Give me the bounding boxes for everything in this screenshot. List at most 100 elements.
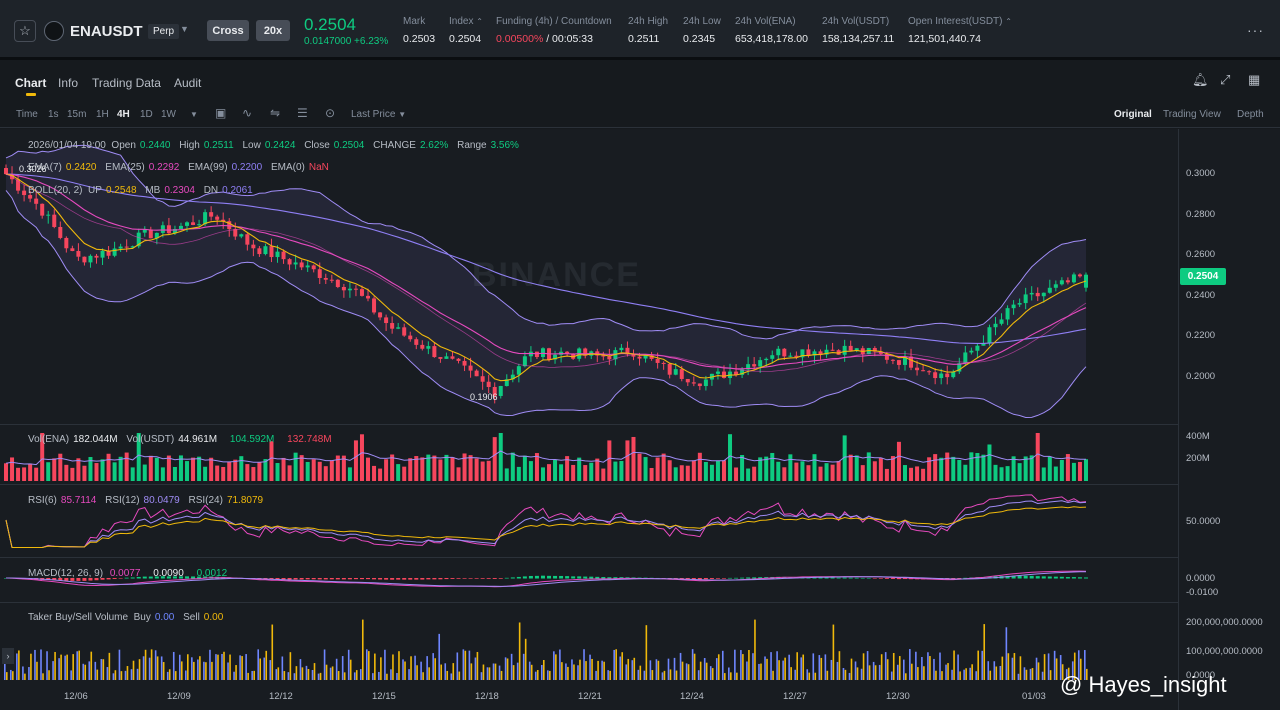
macd-histogram-bar	[1065, 577, 1070, 579]
candle-body	[565, 351, 570, 354]
chevron-down-icon[interactable]: ▼	[180, 24, 189, 34]
chevron-down-icon: ▼	[398, 110, 407, 119]
price-tick: 0.2200	[1186, 330, 1216, 341]
drawing-icon[interactable]: ⊙	[325, 106, 336, 120]
taker-sell-bar	[995, 666, 998, 680]
symbol-name[interactable]: ENAUSDT	[70, 23, 143, 40]
volume-bar	[396, 464, 401, 481]
macd-histogram-bar	[709, 578, 714, 579]
interval-15m[interactable]: 15m	[67, 109, 87, 120]
compare-icon[interactable]: ⇋	[270, 106, 281, 120]
macd-histogram-bar	[1011, 575, 1016, 579]
interval-1w[interactable]: 1W	[161, 109, 176, 120]
taker-sell-bar	[36, 661, 38, 680]
macd-histogram-bar	[528, 575, 533, 579]
view-depth[interactable]: Depth	[1237, 109, 1264, 120]
macd-histogram-bar	[896, 578, 901, 580]
candle-body	[257, 248, 262, 255]
view-tradingview[interactable]: Trading View	[1163, 109, 1221, 120]
info-icon[interactable]: ⌃	[476, 17, 483, 26]
taker-sell-bar	[150, 649, 153, 680]
taker-buy-bar	[299, 659, 302, 680]
volume-bar	[112, 462, 117, 481]
taker-sell-bar	[440, 664, 443, 680]
taker-buy-bar	[450, 673, 453, 680]
volume-bar	[691, 460, 696, 481]
settings-icon[interactable]: ☰	[297, 106, 308, 120]
macd-histogram-bar	[378, 578, 383, 580]
calendar-icon[interactable]: ▣	[215, 106, 227, 120]
macd-histogram-bar	[311, 578, 316, 580]
date-tick: 12/18	[475, 691, 499, 702]
macd-histogram-bar	[697, 578, 702, 580]
taker-sell-bar	[561, 662, 563, 680]
candle-body	[197, 224, 202, 226]
interval-1h[interactable]: 1H	[96, 109, 109, 120]
candle-body	[794, 355, 799, 358]
bell-icon[interactable]: 🔔︎	[1192, 72, 1209, 87]
tab-audit[interactable]: Audit	[174, 76, 202, 90]
fullscreen-icon[interactable]: ⤢	[1220, 72, 1231, 87]
taker-buy-bar	[896, 664, 899, 680]
taker-sell-bar	[633, 657, 636, 680]
layout-grid-icon[interactable]: ▦	[1248, 72, 1261, 87]
taker-sell-bar	[337, 671, 340, 680]
price-source-select[interactable]: Last Price ▼	[351, 109, 406, 120]
mark-price-stat: Mark 0.2503	[403, 16, 435, 45]
interval-1s[interactable]: 1s	[48, 109, 59, 120]
taker-buy-bar	[88, 661, 91, 680]
taker-buy-bar	[130, 669, 133, 680]
macd-histogram-bar	[58, 578, 63, 581]
taker-sell-bar	[856, 667, 859, 680]
taker-buy-bar	[1059, 655, 1062, 680]
candle-body	[172, 228, 177, 234]
collapse-arrow-icon[interactable]: ›	[2, 648, 14, 664]
leverage-button[interactable]: 20x	[256, 20, 290, 41]
macd-histogram-bar	[746, 577, 751, 579]
taker-buy-bar	[106, 667, 109, 680]
candle-body	[335, 279, 340, 287]
macd-histogram-bar	[426, 578, 431, 580]
taker-buy-bar	[963, 669, 965, 680]
candle-body	[1011, 304, 1016, 309]
rsi12-value: 80.0479	[143, 495, 180, 506]
taker-sell-bar	[651, 670, 654, 680]
more-options-icon[interactable]: ···	[1247, 22, 1264, 38]
view-original[interactable]: Original	[1114, 109, 1152, 120]
interval-4h[interactable]: 4H	[117, 109, 130, 120]
macd-histogram-bar	[323, 578, 328, 580]
macd-histogram-bar	[758, 577, 763, 579]
macd-histogram-bar	[1084, 577, 1088, 579]
taker-sell-bar	[343, 672, 346, 680]
interval-1d[interactable]: 1D	[140, 109, 153, 120]
volume-bar	[848, 454, 853, 481]
taker-buy-bar	[902, 659, 905, 680]
tab-chart[interactable]: Chart	[15, 76, 47, 90]
taker-buy-bar	[872, 661, 875, 680]
interval-dropdown-icon[interactable]: ▼	[190, 110, 198, 119]
taker-buy-bar	[715, 658, 718, 680]
taker-buy-bar	[534, 671, 537, 680]
macd-histogram-bar	[353, 578, 358, 580]
macd-histogram-bar	[359, 578, 364, 580]
tab-info[interactable]: Info	[58, 76, 79, 90]
favorite-star-icon[interactable]: ☆	[14, 20, 36, 42]
volume-bar	[909, 467, 914, 481]
info-icon[interactable]: ⌃	[1005, 17, 1012, 26]
tab-trading-data[interactable]: Trading Data	[92, 76, 161, 90]
macd-histogram-bar	[547, 575, 552, 579]
taker-sell-bar	[657, 660, 660, 680]
macd-histogram-bar	[583, 576, 588, 579]
taker-sell-value: 0.00	[203, 612, 224, 623]
volume-bar	[209, 457, 214, 481]
volume-bar	[16, 467, 21, 481]
macd-histogram-bar	[818, 577, 823, 579]
volume-bar	[601, 468, 606, 481]
taker-sell-bar	[422, 672, 424, 680]
indicators-icon[interactable]: ∿	[242, 106, 253, 120]
margin-mode-button[interactable]: Cross	[207, 20, 249, 41]
candle-body	[16, 179, 21, 191]
candle-body	[631, 354, 636, 357]
macd-histogram-bar	[866, 577, 871, 579]
volume-bar	[462, 453, 467, 481]
